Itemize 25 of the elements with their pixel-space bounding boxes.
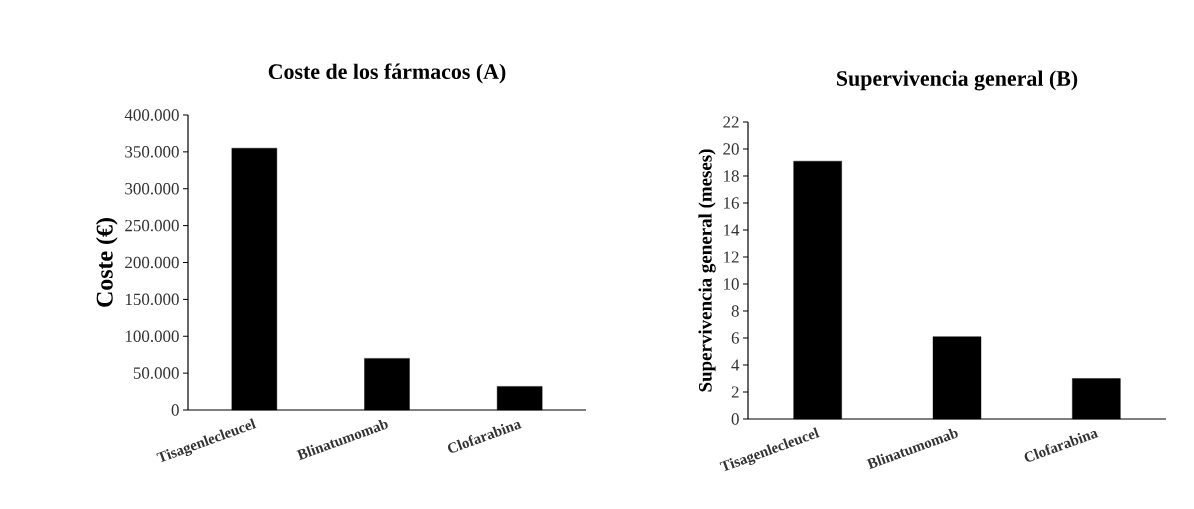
y-tick-label: 6 — [731, 332, 739, 344]
y-tick-label: 16 — [724, 197, 739, 209]
y-tick-label: 200.000 — [125, 256, 179, 269]
y-tick-label: 250.000 — [125, 219, 179, 232]
y-tick-label: 100.000 — [125, 330, 179, 342]
y-axis-title: Coste (€) — [95, 218, 118, 307]
y-tick-label: 300.000 — [125, 182, 179, 195]
y-tick-label: 2 — [731, 386, 739, 398]
y-tick-label: 400.000 — [124, 109, 179, 121]
y-tick-label: 50.000 — [133, 367, 179, 379]
chart-title: Supervivencia general (B) — [837, 70, 1078, 91]
y-tick-label: 4 — [731, 359, 740, 371]
y-tick-label: 150.000 — [125, 293, 179, 306]
y-tick-label: 8 — [731, 305, 739, 317]
y-tick-label: 10 — [724, 278, 739, 290]
y-tick-label: 18 — [724, 170, 739, 182]
chart-title: Coste de los fármacos (A) — [268, 63, 506, 84]
y-tick-label: 12 — [724, 251, 739, 263]
y-tick-label: 0 — [731, 413, 739, 425]
y-tick-label: 14 — [724, 224, 740, 236]
y-tick-label: 20 — [723, 143, 739, 155]
y-tick-label: 22 — [723, 116, 739, 128]
y-axis-title: Supervivencia general (meses) — [698, 149, 716, 392]
y-tick-label: 350.000 — [125, 146, 179, 158]
y-tick-label: 0 — [171, 404, 179, 416]
